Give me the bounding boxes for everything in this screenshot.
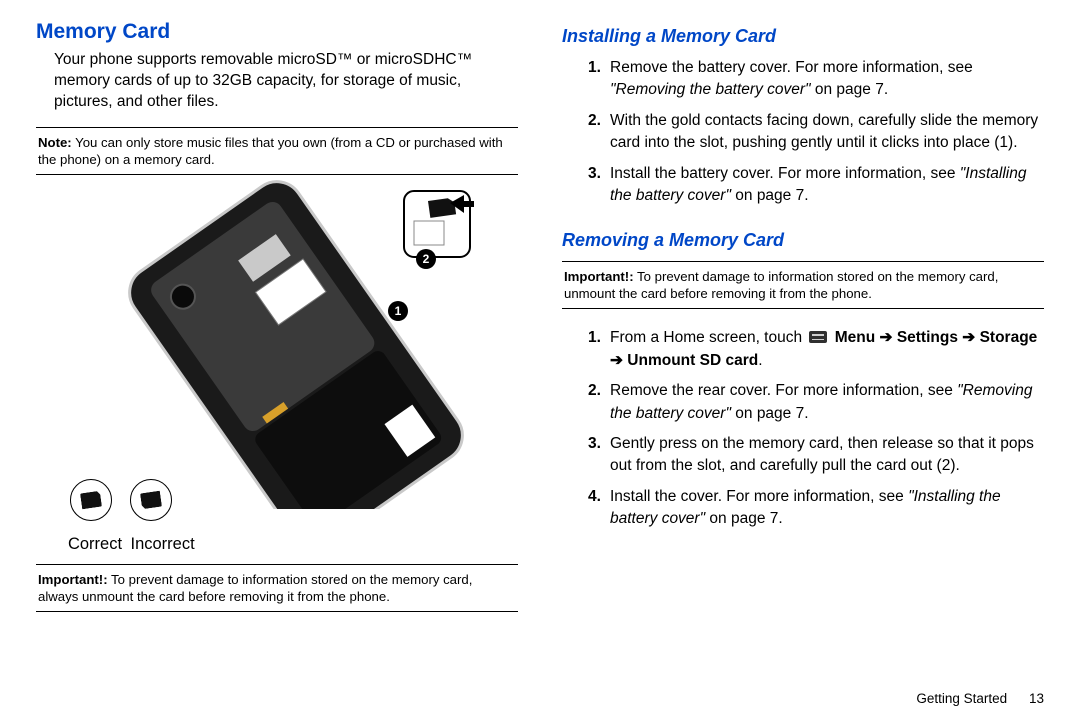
right-column: Installing a Memory Card Remove the batt… xyxy=(562,20,1044,706)
section-title: Memory Card xyxy=(36,20,518,44)
label-correct: Correct xyxy=(66,535,124,554)
intro-paragraph: Your phone supports removable microSD™ o… xyxy=(36,50,518,113)
remove-step-4: Install the cover. For more information,… xyxy=(588,486,1044,531)
menu-icon xyxy=(809,331,827,343)
important-box-left: Important!: To prevent damage to informa… xyxy=(36,564,518,612)
left-column: Memory Card Your phone supports removabl… xyxy=(36,20,518,706)
footer-section: Getting Started xyxy=(916,691,1007,706)
install-step-3: Install the battery cover. For more info… xyxy=(588,163,1044,208)
arrow-icon: ➔ xyxy=(880,329,897,346)
install-step-2: With the gold contacts facing down, care… xyxy=(588,110,1044,155)
footer-page-number: 13 xyxy=(1029,691,1044,706)
note-body-inline: You can only store music files that you … xyxy=(38,135,503,167)
install-steps: Remove the battery cover. For more infor… xyxy=(562,57,1044,216)
remove-title: Removing a Memory Card xyxy=(562,230,1044,251)
install-step-1: Remove the battery cover. For more infor… xyxy=(588,57,1044,102)
orientation-text: Correct Incorrect xyxy=(36,535,518,554)
sd-incorrect-icon xyxy=(130,479,172,521)
important-label-right: Important!: xyxy=(564,269,634,284)
important-box-right: Important!: To prevent damage to informa… xyxy=(562,261,1044,309)
remove-step-2: Remove the rear cover. For more informat… xyxy=(588,380,1044,425)
sd-correct-icon xyxy=(70,479,112,521)
label-incorrect: Incorrect xyxy=(129,535,197,554)
note-box: Note: You can only store music files tha… xyxy=(36,127,518,175)
note-label: Note: xyxy=(38,135,72,150)
page-footer: Getting Started 13 xyxy=(562,683,1044,706)
phone-illustration xyxy=(96,179,526,509)
page: Memory Card Your phone supports removabl… xyxy=(0,0,1080,720)
remove-steps: From a Home screen, touch Menu ➔ Setting… xyxy=(562,327,1044,539)
arrow-icon: ➔ xyxy=(610,352,627,369)
figure: 1 2 xyxy=(36,189,518,529)
callout-2: 2 xyxy=(416,249,436,269)
orientation-labels xyxy=(70,479,172,521)
remove-step-1: From a Home screen, touch Menu ➔ Setting… xyxy=(588,327,1044,372)
arrow-icon: ➔ xyxy=(962,329,979,346)
important-label-left: Important!: xyxy=(38,572,108,587)
callout-1: 1 xyxy=(388,301,408,321)
install-title: Installing a Memory Card xyxy=(562,26,1044,47)
remove-step-3: Gently press on the memory card, then re… xyxy=(588,433,1044,478)
